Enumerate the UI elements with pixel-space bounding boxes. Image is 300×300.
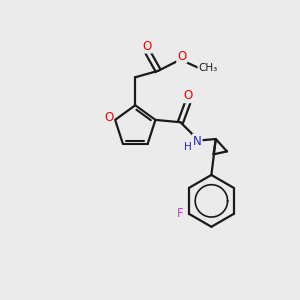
Text: O: O xyxy=(104,111,113,124)
Text: H: H xyxy=(184,142,191,152)
Text: O: O xyxy=(184,89,193,102)
Text: N: N xyxy=(193,135,202,148)
Text: O: O xyxy=(143,40,152,52)
Text: F: F xyxy=(177,207,183,220)
Text: CH₃: CH₃ xyxy=(198,63,218,73)
Text: O: O xyxy=(177,50,186,63)
